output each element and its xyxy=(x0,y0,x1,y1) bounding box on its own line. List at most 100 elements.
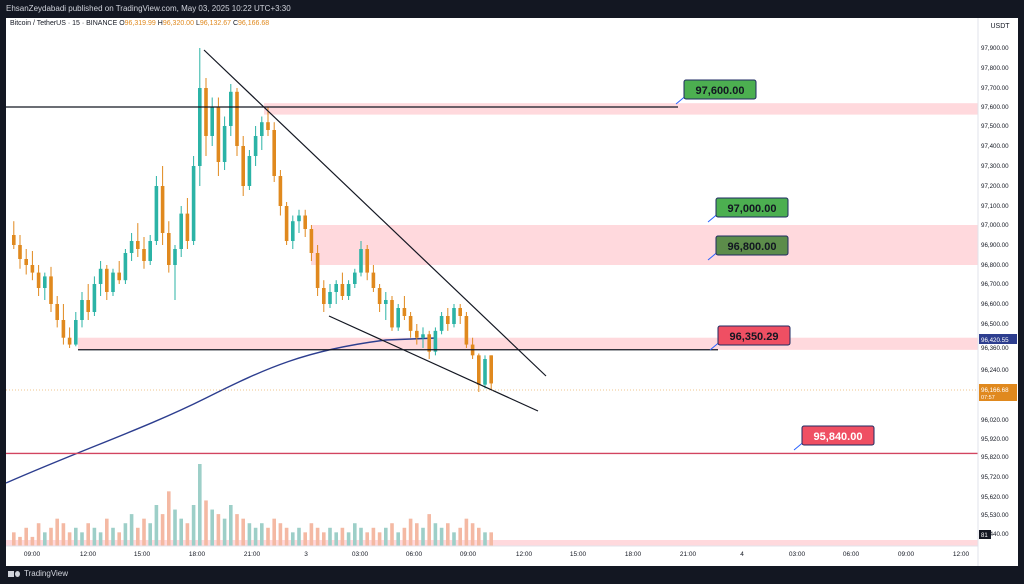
volume-bar xyxy=(464,518,469,546)
candle-body xyxy=(446,316,450,324)
volume-bar xyxy=(204,500,208,546)
candle-body xyxy=(284,206,289,241)
candle-body xyxy=(427,334,431,352)
volume-bar xyxy=(483,532,487,546)
volume-bar xyxy=(334,532,338,546)
currency-label: USDT xyxy=(990,23,1010,30)
volume-bar xyxy=(421,527,425,546)
candle-body xyxy=(74,320,78,345)
low-value: 96,132.67 xyxy=(199,20,231,27)
volume-bar xyxy=(61,523,66,546)
candle-body xyxy=(55,304,59,320)
x-tick-label: 12:00 xyxy=(516,551,533,558)
descending-trendline-lower xyxy=(328,315,539,412)
volume-bar xyxy=(12,532,16,546)
close-value: 96,166.68 xyxy=(238,20,270,27)
volume-bar xyxy=(74,527,78,546)
volume-bar xyxy=(297,527,301,546)
candle-body xyxy=(309,229,314,253)
y-tick-label: 95,530.00 xyxy=(981,512,1009,519)
x-tick-label: 3 xyxy=(304,551,308,558)
callout-box xyxy=(715,235,789,256)
candle-body xyxy=(439,316,444,331)
brand-name: TradingView xyxy=(24,569,69,578)
y-tick-label: 95,440.00 xyxy=(981,531,1009,538)
y-tick-label: 97,300.00 xyxy=(981,163,1009,170)
symbol-name: Bitcoin / TetherUS · 15 · BINANCE xyxy=(10,20,118,27)
volume-value-tag xyxy=(979,530,991,539)
callout-text: 95,840.00 xyxy=(814,431,863,443)
y-tick-label: 97,000.00 xyxy=(981,222,1009,229)
chart-panel[interactable]: Bitcoin / TetherUS · 15 · BINANCE O96,31… xyxy=(6,18,1018,566)
candle-body xyxy=(204,88,208,136)
candle-body xyxy=(266,122,270,130)
symbol-legend: Bitcoin / TetherUS · 15 · BINANCE O96,31… xyxy=(10,20,269,27)
price-axis-bg xyxy=(978,18,1018,566)
volume-bar xyxy=(92,527,97,546)
candle-body xyxy=(229,91,233,126)
y-tick-label: 97,400.00 xyxy=(981,143,1009,150)
volume-bar xyxy=(489,532,493,546)
volume-bar xyxy=(260,523,264,546)
candle-body xyxy=(80,300,84,320)
callout-text: 96,350.29 xyxy=(730,331,779,343)
callout-box xyxy=(801,425,875,446)
volume-bar xyxy=(340,527,345,546)
candlestick-chart[interactable]: 97,600.00 97,000.00 96,800.00 96,350.29 95,8… xyxy=(6,18,1018,566)
volume-bar xyxy=(191,505,196,546)
volume-bar xyxy=(384,527,388,546)
candle-body xyxy=(489,355,493,384)
volume-bar xyxy=(458,527,462,546)
volume-bar xyxy=(86,523,90,546)
candle-body xyxy=(458,308,462,316)
volume-bar xyxy=(427,514,431,546)
candle-body xyxy=(272,130,276,176)
callout-text: 97,600.00 xyxy=(696,85,745,97)
volume-bar xyxy=(235,514,239,546)
volume-bar xyxy=(160,514,165,546)
candle-body xyxy=(359,249,363,273)
volume-bar xyxy=(353,523,357,546)
candle-body xyxy=(105,268,109,292)
candle-body xyxy=(160,186,165,233)
volume-bar xyxy=(328,527,332,546)
volume-bar xyxy=(36,523,41,546)
y-tick-label: 96,700.00 xyxy=(981,281,1009,288)
y-tick-label: 97,200.00 xyxy=(981,183,1009,190)
candle-body xyxy=(334,284,338,292)
candle-body xyxy=(371,272,376,288)
candle-body xyxy=(384,300,388,304)
candle-body xyxy=(129,241,134,253)
volume-bar xyxy=(291,532,295,546)
candle-body xyxy=(303,215,307,229)
volume-bar xyxy=(105,518,109,546)
volume-bar xyxy=(446,523,450,546)
candle-body xyxy=(291,221,295,241)
candle-body xyxy=(179,213,183,249)
x-tick-label: 4 xyxy=(740,551,744,558)
open-value: 96,319.99 xyxy=(124,20,156,27)
volume-bar xyxy=(408,518,413,546)
candle-body xyxy=(353,272,357,284)
volume-bar xyxy=(415,523,419,546)
x-tick-label: 15:00 xyxy=(570,551,587,558)
candle-body xyxy=(154,186,159,241)
y-tick-label: 97,500.00 xyxy=(981,123,1009,130)
volume-bar xyxy=(303,532,307,546)
candle-body xyxy=(210,107,214,136)
candle-body xyxy=(421,334,425,338)
y-tick-label: 97,900.00 xyxy=(981,45,1009,52)
volume-bar xyxy=(241,518,245,546)
volume-bar xyxy=(111,527,115,546)
current-price-tag xyxy=(979,384,1017,401)
y-tick-label: 97,800.00 xyxy=(981,65,1009,72)
volume-bar xyxy=(173,509,177,546)
volume-bar xyxy=(117,532,121,546)
y-tick-label: 96,020.00 xyxy=(981,417,1009,424)
volume-bar xyxy=(402,527,407,546)
level-callout-9635029: 96,350.29 xyxy=(709,325,791,351)
candle-body xyxy=(222,126,227,162)
tradingview-logo: TradingView xyxy=(8,569,68,578)
y-tick-label: 97,700.00 xyxy=(981,85,1009,92)
y-tick-label: 96,900.00 xyxy=(981,242,1009,249)
